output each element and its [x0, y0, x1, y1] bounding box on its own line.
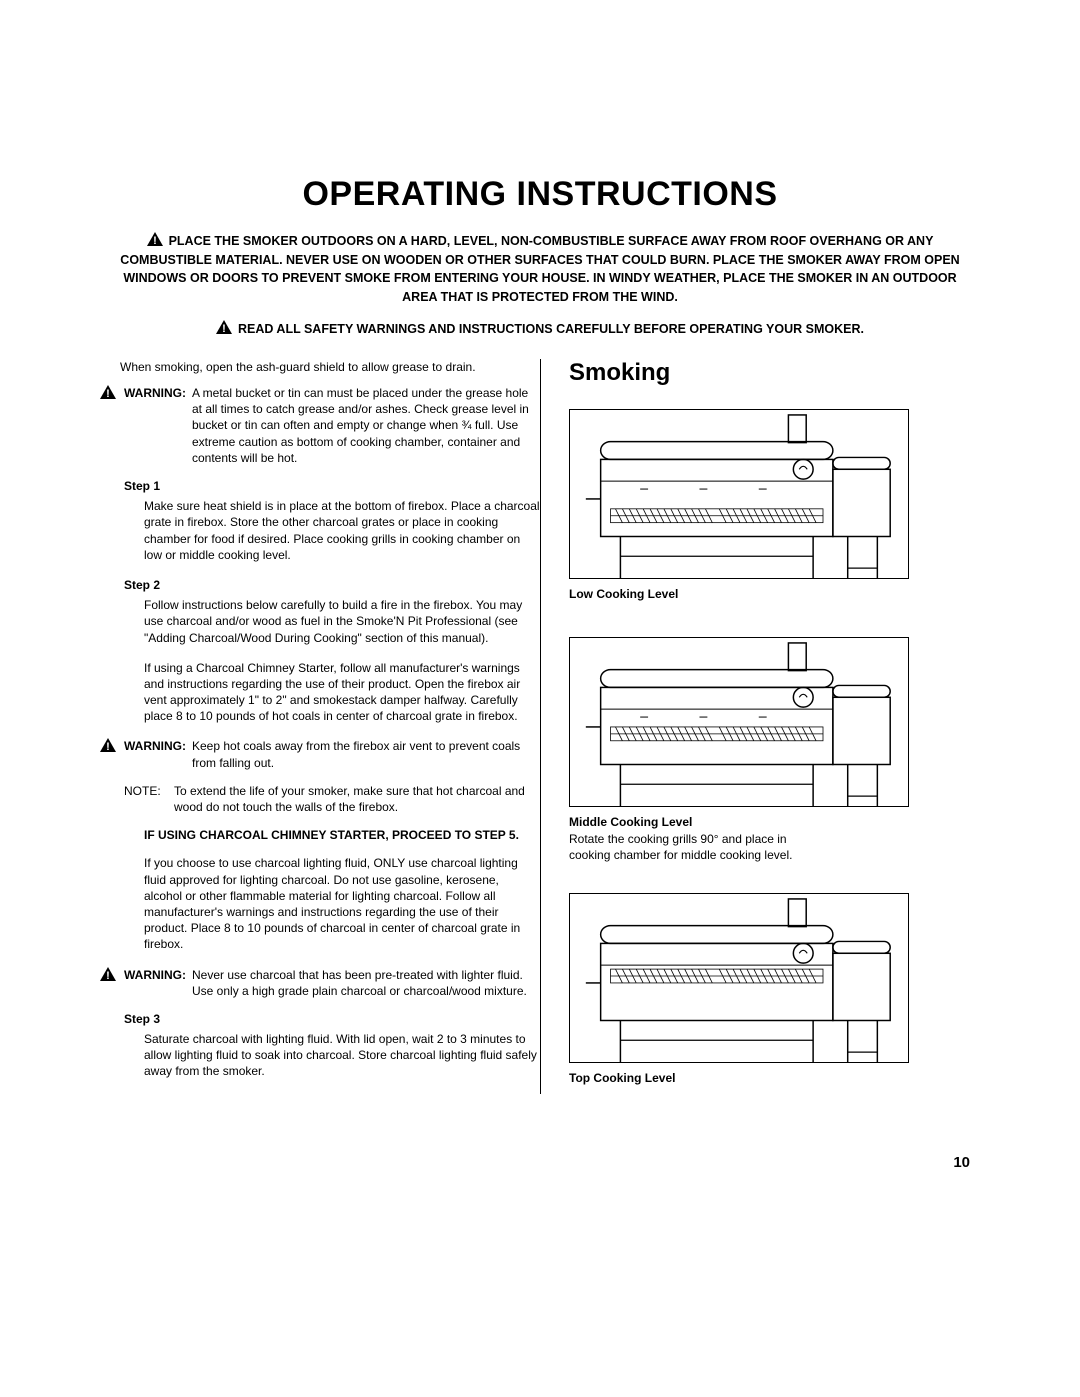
section-title: Smoking: [569, 359, 980, 387]
svg-text:!: !: [153, 235, 157, 246]
step-2-head: Step 2: [124, 577, 540, 593]
figure-top: [569, 893, 909, 1063]
warning-text-1: PLACE THE SMOKER OUTDOORS ON A HARD, LEV…: [120, 234, 959, 304]
warning-icon: !: [147, 232, 163, 251]
warning-text: Never use charcoal that has been pre-tre…: [192, 967, 540, 999]
warning-label: WARNING:: [124, 385, 192, 401]
warning-row-c: ! WARNING: Never use charcoal that has b…: [100, 967, 540, 999]
content-row: When smoking, open the ash-guard shield …: [100, 359, 980, 1094]
step-3-head: Step 3: [124, 1011, 540, 1027]
warning-label: WARNING:: [124, 967, 192, 983]
step-2-body-2: If using a Charcoal Chimney Starter, fol…: [144, 660, 540, 725]
svg-text:!: !: [106, 970, 110, 981]
step-1-body: Make sure heat shield is in place at the…: [144, 498, 540, 563]
page-number: 10: [953, 1154, 970, 1171]
svg-text:!: !: [106, 741, 110, 752]
step-1-head: Step 1: [124, 478, 540, 494]
warning-icon: !: [100, 385, 120, 403]
page-title: OPERATING INSTRUCTIONS: [100, 175, 980, 214]
bold-mid-text: IF USING CHARCOAL CHIMNEY STARTER, PROCE…: [144, 827, 540, 843]
figure-subcaption-middle: Rotate the cooking grills 90° and place …: [569, 831, 829, 863]
smoker-diagram-middle: [570, 638, 908, 806]
warning-text: A metal bucket or tin can must be placed…: [192, 385, 540, 466]
figure-caption-top: Top Cooking Level: [569, 1071, 980, 1085]
svg-text:!: !: [222, 323, 226, 334]
note-text: To extend the life of your smoker, make …: [174, 783, 540, 815]
figure-middle: [569, 637, 909, 807]
warning-icon: !: [216, 320, 232, 339]
smoker-diagram-low: [570, 410, 908, 578]
figure-low: [569, 409, 909, 579]
note-row: NOTE: To extend the life of your smoker,…: [124, 783, 540, 815]
smoker-diagram-top: [570, 894, 908, 1062]
step-2-body-3: If you choose to use charcoal lighting f…: [144, 855, 540, 952]
intro-text: When smoking, open the ash-guard shield …: [120, 359, 540, 375]
warning-icon: !: [100, 967, 120, 985]
right-column: Smoking: [540, 359, 980, 1094]
figure-caption-middle: Middle Cooking Level: [569, 815, 980, 829]
warning-row-b: ! WARNING: Keep hot coals away from the …: [100, 738, 540, 770]
warning-block-1: !PLACE THE SMOKER OUTDOORS ON A HARD, LE…: [100, 232, 980, 306]
figure-caption-low: Low Cooking Level: [569, 587, 980, 601]
warning-label: WARNING:: [124, 738, 192, 754]
warning-block-2: ! READ ALL SAFETY WARNINGS AND INSTRUCTIO…: [100, 320, 980, 339]
warning-text-2: READ ALL SAFETY WARNINGS AND INSTRUCTION…: [238, 322, 864, 336]
note-label: NOTE:: [124, 783, 174, 815]
step-2-body-1: Follow instructions below carefully to b…: [144, 597, 540, 646]
step-3-body: Saturate charcoal with lighting fluid. W…: [144, 1031, 540, 1080]
svg-text:!: !: [106, 388, 110, 399]
left-column: When smoking, open the ash-guard shield …: [100, 359, 540, 1094]
warning-icon: !: [100, 738, 120, 756]
warning-text: Keep hot coals away from the firebox air…: [192, 738, 540, 770]
warning-row-a: ! WARNING: A metal bucket or tin can mus…: [100, 385, 540, 466]
